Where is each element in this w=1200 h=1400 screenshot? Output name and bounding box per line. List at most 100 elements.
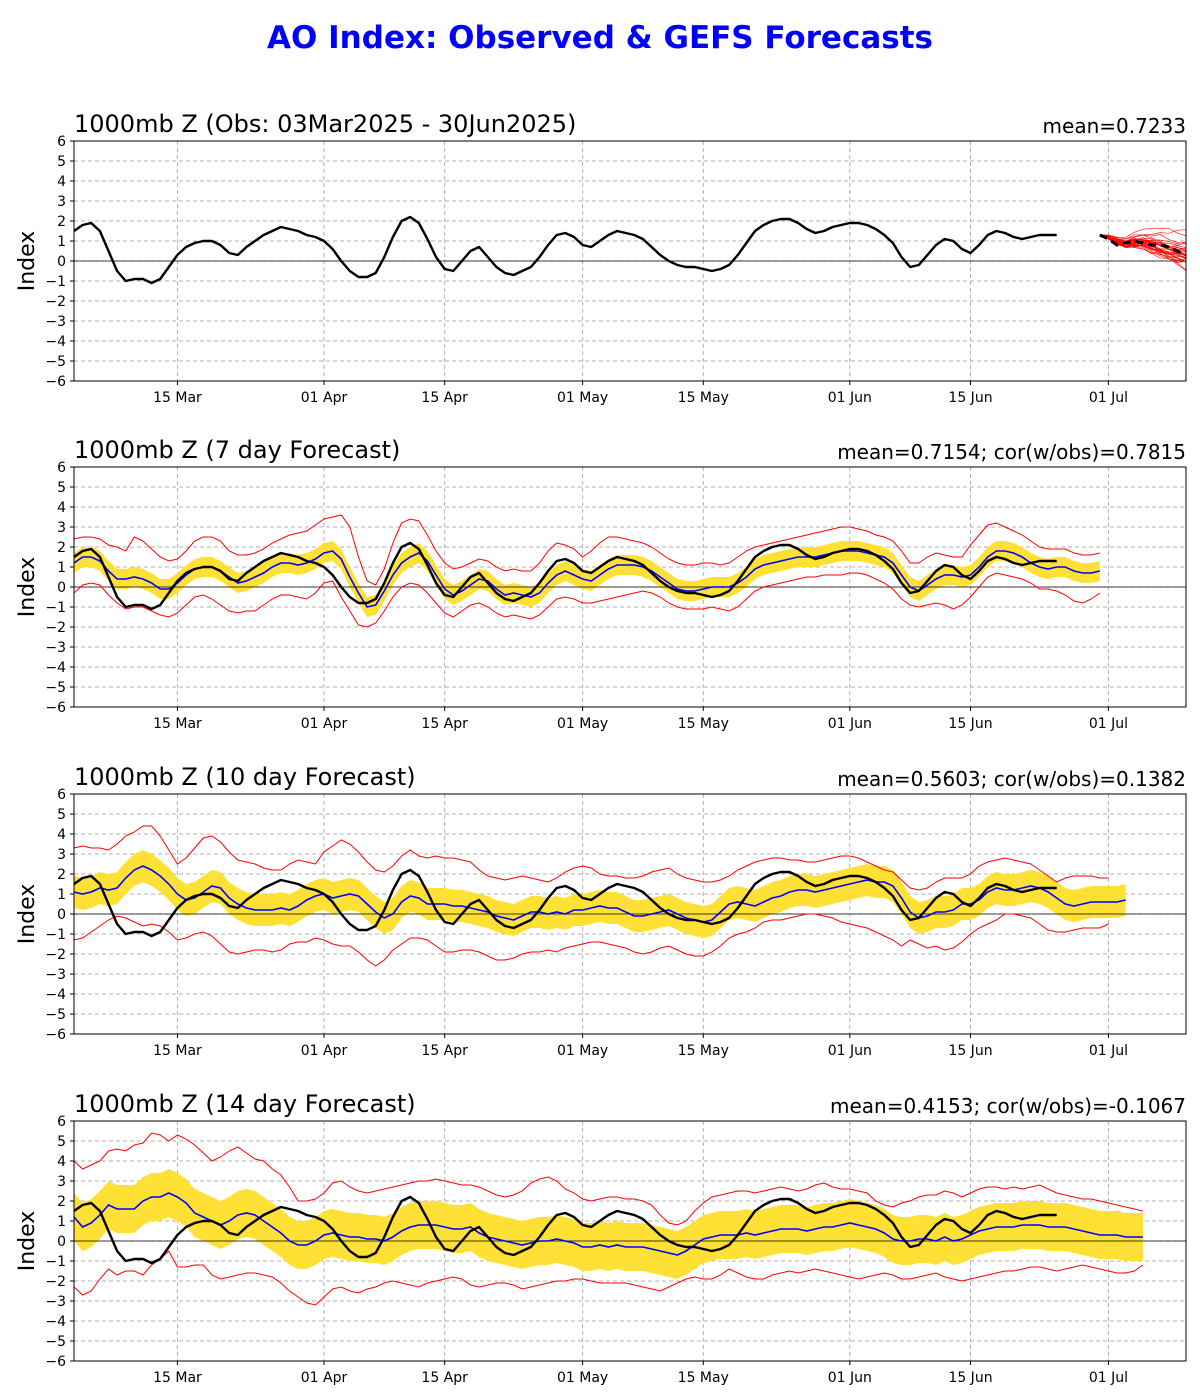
spread-band bbox=[74, 1169, 1143, 1279]
forecast-mean-dashed-line bbox=[1099, 233, 1186, 257]
panel-2: 6 5 4 3 2 1 0 −1 −2 −3 −4 −5 −6 15 Mar 01 Apr 15 Apr 01 … bbox=[15, 436, 1187, 732]
x-tick-label: 01 May bbox=[557, 1043, 608, 1059]
y-tick-label: 1 bbox=[57, 560, 66, 576]
y-tick-label: −5 bbox=[45, 1334, 66, 1350]
y-tick-label: 4 bbox=[57, 174, 66, 190]
y-tick-label: 5 bbox=[57, 1134, 66, 1150]
panel-stat: mean=0.5603; cor(w/obs)=0.1382 bbox=[837, 767, 1186, 791]
x-tick-label: 15 May bbox=[678, 390, 729, 406]
y-tick-label: −3 bbox=[45, 1294, 66, 1310]
x-tick-label: 01 Apr bbox=[301, 1370, 348, 1386]
y-tick-label: −4 bbox=[45, 1314, 66, 1330]
panel-title: 1000mb Z (10 day Forecast) bbox=[74, 763, 416, 791]
spread-band bbox=[74, 541, 1100, 617]
y-tick-label: 0 bbox=[57, 580, 66, 596]
y-tick-label: 6 bbox=[57, 460, 66, 476]
x-tick-label: 15 Jun bbox=[948, 1370, 992, 1386]
y-tick-label: −4 bbox=[45, 987, 66, 1003]
ensemble-member-line bbox=[1099, 234, 1186, 261]
y-axis-label: Index bbox=[15, 884, 40, 945]
x-tick-label: 15 Mar bbox=[153, 1043, 202, 1059]
panel-title: 1000mb Z (Obs: 03Mar2025 - 30Jun2025) bbox=[74, 110, 576, 138]
x-tick-label: 15 Jun bbox=[948, 716, 992, 732]
x-tick-label: 01 Apr bbox=[301, 390, 348, 406]
y-tick-label: −1 bbox=[45, 927, 66, 943]
ensemble-mean-line bbox=[74, 550, 1100, 608]
x-tick-label: 01 Apr bbox=[301, 1043, 348, 1059]
y-tick-label: −5 bbox=[45, 354, 66, 370]
y-tick-label: 2 bbox=[57, 1194, 66, 1210]
x-tick-label: 15 Jun bbox=[948, 390, 992, 406]
x-tick-label: 01 Jun bbox=[828, 1370, 872, 1386]
y-tick-label: −5 bbox=[45, 1007, 66, 1023]
x-tick-label: 15 May bbox=[678, 716, 729, 732]
y-tick-label: −2 bbox=[45, 620, 66, 636]
y-tick-label: 0 bbox=[57, 907, 66, 923]
plot-area bbox=[74, 1132, 1186, 1306]
page-title: AO Index: Observed & GEFS Forecasts bbox=[267, 20, 933, 56]
x-tick-label: 01 Jul bbox=[1089, 390, 1128, 406]
y-tick-label: 0 bbox=[57, 254, 66, 270]
panel-title: 1000mb Z (7 day Forecast) bbox=[74, 436, 400, 464]
x-tick-label: 01 Apr bbox=[301, 716, 348, 732]
y-tick-label: −3 bbox=[45, 314, 66, 330]
x-tick-label: 15 Mar bbox=[153, 1370, 202, 1386]
y-axis-label: Index bbox=[15, 1211, 40, 1272]
y-tick-label: −6 bbox=[45, 700, 66, 716]
x-tick-label: 15 Apr bbox=[421, 716, 468, 732]
y-tick-label: 2 bbox=[57, 867, 66, 883]
y-axis-label: Index bbox=[15, 557, 40, 618]
y-tick-label: 6 bbox=[57, 787, 66, 803]
y-tick-label: 4 bbox=[57, 500, 66, 516]
extreme-lower-line bbox=[74, 1250, 1144, 1306]
y-tick-label: −2 bbox=[45, 294, 66, 310]
x-tick-label: 01 Jun bbox=[828, 390, 872, 406]
ensemble-member-line bbox=[1099, 234, 1186, 260]
y-tick-label: −4 bbox=[45, 334, 66, 350]
panel-title: 1000mb Z (14 day Forecast) bbox=[74, 1090, 416, 1118]
y-tick-label: 2 bbox=[57, 540, 66, 556]
ensemble-mean-line bbox=[74, 865, 1126, 923]
y-tick-label: −1 bbox=[45, 1254, 66, 1270]
ensemble-member-line bbox=[1099, 234, 1186, 258]
observed-line bbox=[74, 868, 1057, 938]
y-tick-label: 1 bbox=[57, 234, 66, 250]
y-tick-label: 1 bbox=[57, 1214, 66, 1230]
extreme-upper-line bbox=[74, 1132, 1144, 1226]
y-tick-label: −2 bbox=[45, 1274, 66, 1290]
y-tick-label: −6 bbox=[45, 1354, 66, 1370]
y-tick-label: 4 bbox=[57, 1154, 66, 1170]
y-tick-label: 5 bbox=[57, 154, 66, 170]
y-tick-label: 5 bbox=[57, 480, 66, 496]
y-tick-label: 2 bbox=[57, 214, 66, 230]
y-tick-label: 6 bbox=[57, 134, 66, 150]
y-tick-label: −5 bbox=[45, 680, 66, 696]
ensemble-member-line bbox=[1099, 229, 1186, 240]
panel-1: 6 5 4 3 2 1 0 −1 −2 −3 −4 −5 −6 15 Mar 01 Apr 15 Apr 01 … bbox=[15, 110, 1187, 406]
y-tick-label: −1 bbox=[45, 274, 66, 290]
y-axis-label: Index bbox=[15, 231, 40, 292]
y-tick-label: −6 bbox=[45, 1027, 66, 1043]
plot-area bbox=[74, 825, 1186, 967]
plot-area bbox=[74, 514, 1186, 628]
x-tick-label: 15 May bbox=[678, 1370, 729, 1386]
ensemble-mean-line bbox=[74, 1192, 1143, 1256]
x-tick-label: 15 May bbox=[678, 1043, 729, 1059]
y-tick-label: −3 bbox=[45, 640, 66, 656]
extreme-upper-line bbox=[74, 514, 1100, 586]
extreme-lower-line bbox=[74, 913, 1109, 967]
panel-stat: mean=0.7233 bbox=[1043, 114, 1186, 138]
x-tick-label: 15 Mar bbox=[153, 716, 202, 732]
y-tick-label: −1 bbox=[45, 600, 66, 616]
y-tick-label: 6 bbox=[57, 1114, 66, 1130]
x-tick-label: 01 May bbox=[557, 716, 608, 732]
x-tick-label: 01 Jul bbox=[1089, 1043, 1128, 1059]
extreme-upper-line bbox=[74, 825, 1109, 891]
x-tick-label: 15 Apr bbox=[421, 390, 468, 406]
x-tick-label: 01 Jul bbox=[1089, 1370, 1128, 1386]
y-tick-label: 0 bbox=[57, 1234, 66, 1250]
x-tick-label: 01 Jun bbox=[828, 1043, 872, 1059]
x-tick-label: 01 May bbox=[557, 390, 608, 406]
x-tick-label: 01 Jul bbox=[1089, 716, 1128, 732]
y-tick-label: −6 bbox=[45, 374, 66, 390]
